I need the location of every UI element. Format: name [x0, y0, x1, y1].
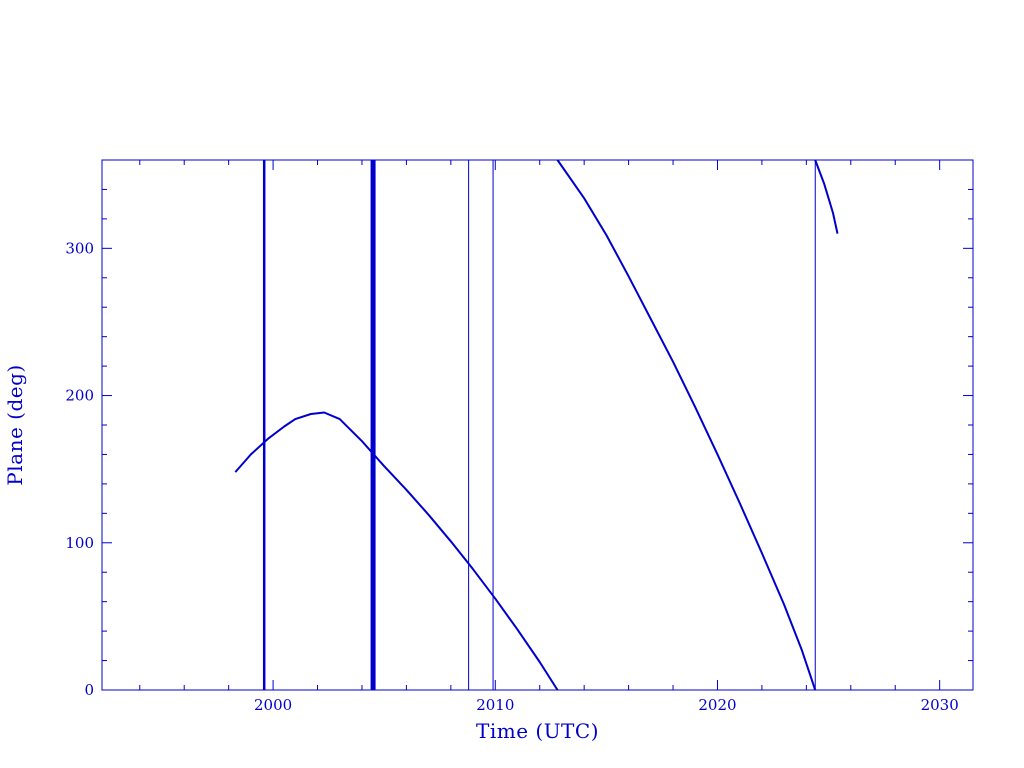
y-tick-label: 0 — [84, 681, 94, 699]
y-tick-label: 300 — [65, 239, 94, 257]
x-tick-label: 2010 — [476, 696, 514, 714]
series-line — [814, 159, 839, 234]
tick-labels: 2000 2010 2020 2030 0 100 200 300 — [65, 239, 958, 714]
plot-frame — [101, 159, 974, 691]
series-group — [234, 159, 839, 691]
axis-ticks — [102, 159, 973, 691]
y-tick-label: 200 — [65, 387, 94, 405]
x-tick-label: 2020 — [698, 696, 736, 714]
x-axis-label: Time (UTC) — [476, 719, 599, 743]
series-line — [234, 411, 559, 691]
series-line — [556, 159, 817, 691]
vertical-markers — [262, 160, 816, 690]
x-tick-label: 2030 — [921, 696, 959, 714]
y-axis-label: Plane (deg) — [3, 364, 27, 485]
y-tick-label: 100 — [65, 534, 94, 552]
x-tick-label: 2000 — [254, 696, 292, 714]
